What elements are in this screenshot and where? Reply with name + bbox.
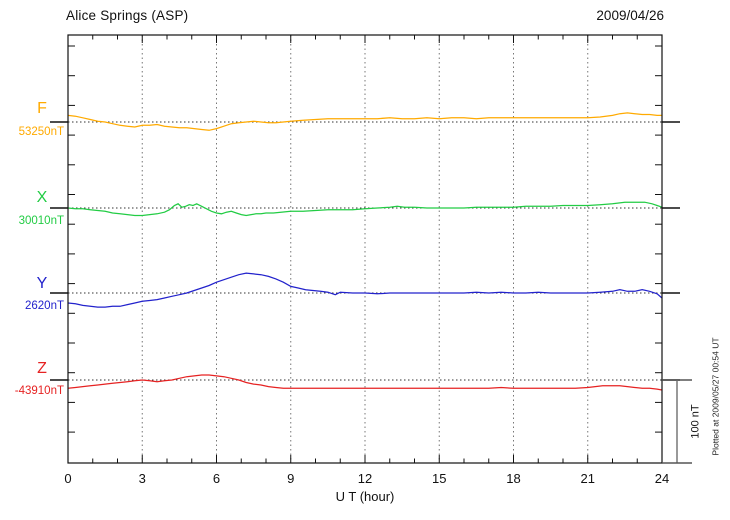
baseline-value-z: -43910nT [14, 385, 64, 397]
component-label-x: X [36, 189, 48, 206]
x-tick-label: 21 [581, 471, 595, 486]
scale-bar [662, 379, 692, 464]
plotted-at-note: Plotted at 2009/05/27 00:54 UT [710, 337, 721, 456]
x-tick-label: 3 [139, 471, 146, 486]
x-tick-label: 18 [506, 471, 520, 486]
component-label-y: Y [36, 275, 48, 292]
trace-x [67, 201, 663, 217]
x-tick-label: 15 [432, 471, 446, 486]
x-tick-label: 24 [655, 471, 669, 486]
observation-date: 2009/04/26 [596, 8, 664, 23]
trace-z [67, 374, 663, 391]
x-axis-label: U T (hour) [335, 489, 395, 504]
baseline-value-x: 30010nT [18, 215, 64, 227]
x-tick-label: 9 [287, 471, 294, 486]
component-label-f: F [37, 100, 47, 117]
side-ticks [68, 45, 662, 433]
component-label-z: Z [37, 360, 47, 377]
trace-f [67, 112, 662, 131]
traces [67, 112, 663, 391]
trace-y [67, 272, 663, 308]
vertical-gridlines [141, 35, 589, 463]
x-tick-labels: 0 3 6 9 12 15 18 21 24 [64, 471, 669, 486]
scale-bar-label: 100 nT [689, 404, 702, 439]
station-title: Alice Springs (ASP) [66, 8, 189, 23]
x-tick-label: 0 [64, 471, 71, 486]
x-tick-label: 12 [358, 471, 372, 486]
hour-ticks [67, 35, 663, 463]
baseline-value-y: 2620nT [24, 300, 64, 312]
baseline-value-f: 53250nT [18, 126, 64, 138]
x-tick-label: 6 [213, 471, 220, 486]
